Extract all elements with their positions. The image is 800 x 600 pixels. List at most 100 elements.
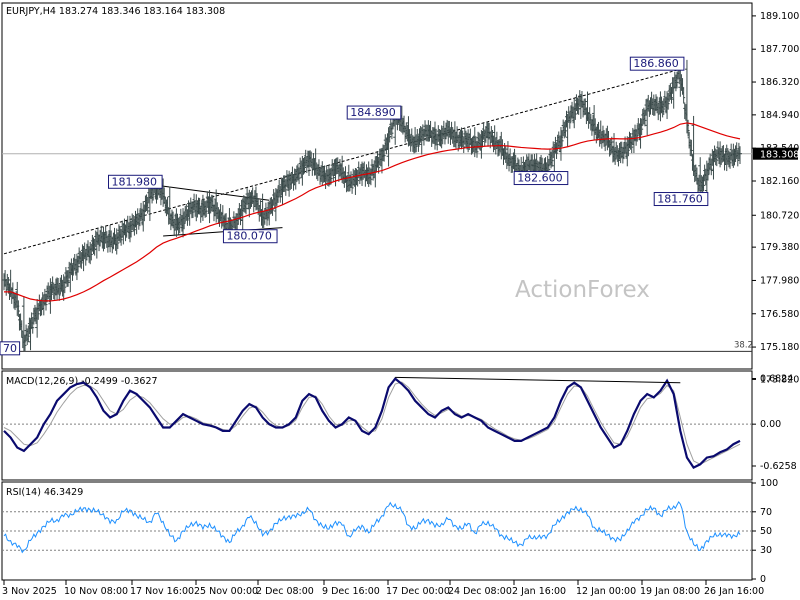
price-bar — [724, 143, 734, 172]
macd-y-tick-label: 0.00 — [760, 419, 781, 430]
price-bar — [592, 105, 602, 147]
price-bar — [307, 150, 317, 176]
price-bar — [718, 141, 728, 171]
price-y-tick-label: 189.100 — [760, 11, 799, 22]
price-y-tick-label: 176.580 — [760, 309, 799, 320]
price-bar — [141, 186, 151, 232]
rsi-line — [3, 500, 741, 554]
price-y-tick-label: 187.700 — [760, 44, 799, 55]
price-label-box — [222, 229, 278, 244]
price-label-box — [108, 174, 163, 189]
price-bar — [280, 170, 290, 205]
price-bar — [585, 91, 595, 136]
rsi-y-tick-label: 30 — [760, 545, 772, 556]
price-bar — [127, 210, 138, 243]
rsi-y-tick-label: 0 — [760, 574, 766, 585]
moving-average-line — [4, 122, 741, 302]
price-bar — [645, 91, 655, 136]
price-bar — [21, 296, 31, 352]
price-bar — [240, 188, 250, 231]
price-label-box — [513, 171, 569, 186]
price-bar — [625, 127, 635, 167]
price-y-tick-label: 173.820 — [760, 374, 799, 385]
price-label: 184.890 — [350, 106, 396, 119]
price-bar — [466, 128, 476, 155]
price-bar — [731, 142, 741, 168]
price-y-tick-label: 180.720 — [760, 210, 799, 221]
price-y-tick-label: 175.180 — [760, 342, 799, 353]
price-label: 180.070 — [226, 230, 272, 243]
macd-y-tick-label: 0.6824 — [760, 374, 793, 385]
price-label: 186.860 — [633, 57, 679, 70]
price-bar — [399, 105, 409, 143]
price-bar — [638, 99, 648, 149]
price-bar — [161, 178, 171, 225]
price-bar — [8, 269, 18, 311]
watermark: ActionForex — [515, 277, 650, 303]
price-bar — [333, 157, 343, 187]
price-plot: 189.100187.700186.320184.940183.540182.1… — [0, 11, 799, 385]
price-y-tick-label: 179.380 — [760, 242, 799, 253]
price-bar — [74, 244, 84, 281]
price-bar — [691, 115, 701, 195]
price-bar — [320, 161, 330, 190]
rsi-header: RSI(14) 46.3429 — [6, 487, 83, 498]
current-price-box — [753, 147, 798, 160]
price-bar — [247, 187, 257, 218]
macd-line — [3, 377, 741, 470]
x-tick-label: 9 Dec 16:00 — [322, 586, 380, 597]
price-bar — [479, 121, 489, 159]
price-bar — [207, 190, 217, 224]
x-tick-label: 19 Jan 08:00 — [640, 586, 700, 597]
price-bar — [101, 226, 111, 253]
macd-divergence-line — [395, 376, 681, 384]
price-label-box — [629, 56, 685, 71]
current-price-label: 183.308 — [760, 150, 799, 161]
price-bar — [426, 120, 436, 147]
price-bar — [94, 225, 104, 259]
price-bar — [658, 90, 668, 122]
price-bar — [293, 157, 303, 190]
price-label: 182.600 — [517, 172, 563, 185]
x-axis: 3 Nov 2025 10 Nov 08:00 17 Nov 16:00 25 Nov… — [2, 580, 764, 597]
price-bar — [267, 189, 277, 226]
x-tick-label: 25 Nov 00:00 — [194, 586, 258, 597]
price-bar — [181, 200, 191, 238]
price-label-box — [653, 192, 709, 207]
price-label: 181.760 — [657, 193, 703, 206]
price-y-tick-label: 184.940 — [760, 110, 799, 121]
rsi-y-tick-label: 50 — [760, 526, 772, 537]
macd-header: MACD(12,26,9) -0.2499 -0.3627 — [6, 376, 158, 387]
price-bar — [379, 133, 389, 174]
price-bar — [68, 254, 78, 293]
price-bar — [446, 120, 456, 148]
price-bar — [360, 161, 370, 187]
x-tick-label: 26 Jan 16:00 — [704, 586, 764, 597]
price-label-box — [0, 341, 21, 356]
price-bar — [738, 146, 742, 165]
price-bar — [565, 101, 575, 147]
price-bar — [605, 125, 615, 163]
price-bar — [598, 120, 608, 152]
fib-level-label: 38.2 — [734, 340, 753, 350]
price-bar — [15, 281, 25, 349]
price-bar — [671, 62, 681, 109]
macd-y-tick-label: -0.6258 — [760, 461, 797, 472]
price-bar — [214, 189, 224, 229]
price-bar — [273, 178, 283, 222]
price-bar — [612, 133, 622, 167]
price-y-tick-label: 186.320 — [760, 77, 799, 88]
x-tick-label: 17 Nov 16:00 — [130, 586, 194, 597]
price-bar — [2, 270, 12, 300]
symbol-header: EURJPY,H4 183.274 183.346 183.164 183.30… — [6, 6, 225, 17]
price-bar — [287, 166, 297, 197]
price-bar — [684, 59, 694, 171]
price-bar — [28, 304, 38, 351]
x-tick-label: 17 Dec 00:00 — [386, 586, 450, 597]
price-bar — [618, 136, 628, 164]
macd-plot: 0.6824 0.00 -0.6258 — [2, 374, 797, 472]
x-tick-label: 10 Nov 08:00 — [64, 586, 128, 597]
price-bar — [413, 126, 423, 153]
rsi-y-tick-label: 100 — [760, 478, 778, 489]
